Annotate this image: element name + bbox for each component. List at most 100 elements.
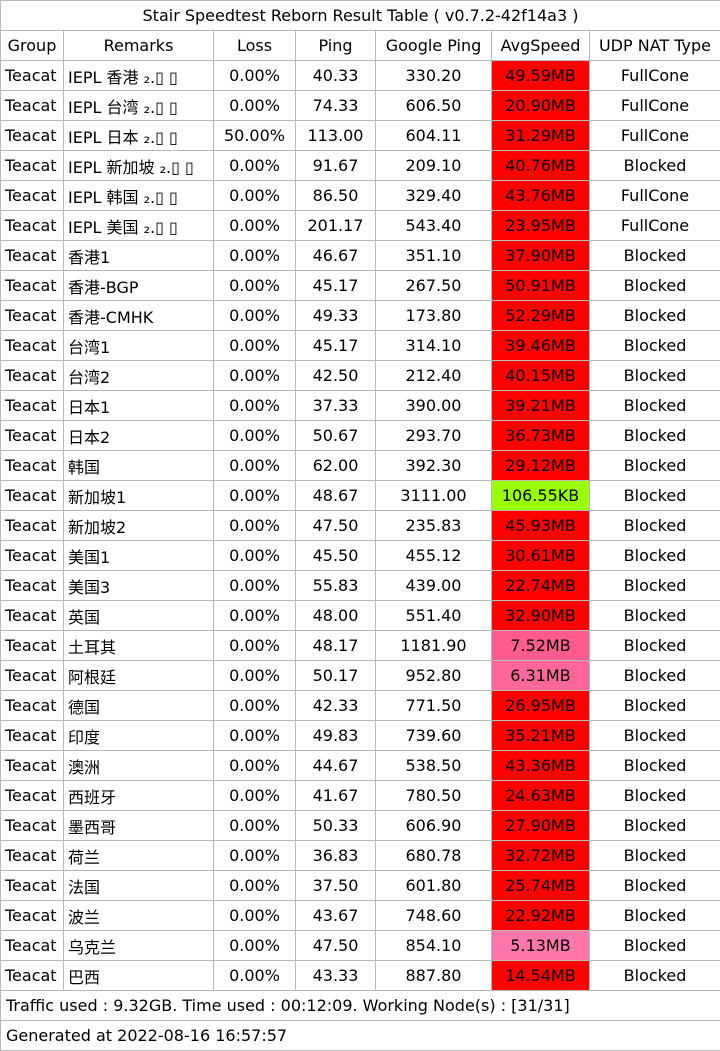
cell-group: Teacat — [1, 151, 64, 181]
cell-udp-nat-type: Blocked — [590, 811, 720, 841]
cell-remarks: 巴西 — [64, 961, 214, 991]
cell-google-ping: 680.78 — [376, 841, 492, 871]
cell-google-ping: 952.80 — [376, 661, 492, 691]
cell-group: Teacat — [1, 871, 64, 901]
cell-ping: 62.00 — [296, 451, 376, 481]
cell-group: Teacat — [1, 961, 64, 991]
cell-group: Teacat — [1, 181, 64, 211]
cell-google-ping: 173.80 — [376, 301, 492, 331]
cell-avg-speed: 5.13MB — [492, 931, 590, 961]
cell-ping: 74.33 — [296, 91, 376, 121]
cell-udp-nat-type: Blocked — [590, 931, 720, 961]
cell-google-ping: 3111.00 — [376, 481, 492, 511]
cell-google-ping: 606.50 — [376, 91, 492, 121]
cell-group: Teacat — [1, 361, 64, 391]
cell-google-ping: 390.00 — [376, 391, 492, 421]
cell-group: Teacat — [1, 601, 64, 631]
cell-loss: 0.00% — [214, 751, 296, 781]
cell-loss: 0.00% — [214, 511, 296, 541]
cell-remarks: IEPL 新加坡 ₂.▯ ▯ — [64, 151, 214, 181]
cell-remarks: 香港1 — [64, 241, 214, 271]
cell-loss: 0.00% — [214, 931, 296, 961]
cell-google-ping: 209.10 — [376, 151, 492, 181]
cell-google-ping: 293.70 — [376, 421, 492, 451]
cell-group: Teacat — [1, 781, 64, 811]
cell-remarks: 乌克兰 — [64, 931, 214, 961]
cell-google-ping: 854.10 — [376, 931, 492, 961]
cell-remarks: 香港-BGP — [64, 271, 214, 301]
cell-ping: 49.33 — [296, 301, 376, 331]
cell-avg-speed: 43.76MB — [492, 181, 590, 211]
cell-google-ping: 392.30 — [376, 451, 492, 481]
cell-ping: 45.17 — [296, 271, 376, 301]
cell-ping: 42.33 — [296, 691, 376, 721]
cell-loss: 0.00% — [214, 61, 296, 91]
cell-remarks: 台湾1 — [64, 331, 214, 361]
cell-google-ping: 748.60 — [376, 901, 492, 931]
cell-ping: 36.83 — [296, 841, 376, 871]
cell-group: Teacat — [1, 661, 64, 691]
cell-udp-nat-type: Blocked — [590, 481, 720, 511]
cell-avg-speed: 32.72MB — [492, 841, 590, 871]
cell-remarks: 日本1 — [64, 391, 214, 421]
cell-avg-speed: 45.93MB — [492, 511, 590, 541]
cell-google-ping: 1181.90 — [376, 631, 492, 661]
cell-group: Teacat — [1, 271, 64, 301]
cell-google-ping: 235.83 — [376, 511, 492, 541]
cell-udp-nat-type: Blocked — [590, 151, 720, 181]
cell-group: Teacat — [1, 241, 64, 271]
cell-avg-speed: 43.36MB — [492, 751, 590, 781]
cell-remarks: IEPL 香港 ₂.▯ ▯ — [64, 61, 214, 91]
cell-ping: 48.00 — [296, 601, 376, 631]
cell-ping: 45.50 — [296, 541, 376, 571]
cell-ping: 49.83 — [296, 721, 376, 751]
cell-avg-speed: 24.63MB — [492, 781, 590, 811]
cell-avg-speed: 106.55KB — [492, 481, 590, 511]
cell-ping: 37.50 — [296, 871, 376, 901]
cell-google-ping: 780.50 — [376, 781, 492, 811]
cell-avg-speed: 36.73MB — [492, 421, 590, 451]
cell-google-ping: 314.10 — [376, 331, 492, 361]
cell-google-ping: 439.00 — [376, 571, 492, 601]
cell-udp-nat-type: Blocked — [590, 391, 720, 421]
cell-google-ping: 887.80 — [376, 961, 492, 991]
cell-remarks: 阿根廷 — [64, 661, 214, 691]
cell-group: Teacat — [1, 421, 64, 451]
cell-udp-nat-type: Blocked — [590, 271, 720, 301]
header-avg-speed: AvgSpeed — [492, 31, 590, 61]
cell-udp-nat-type: Blocked — [590, 901, 720, 931]
cell-group: Teacat — [1, 481, 64, 511]
cell-avg-speed: 30.61MB — [492, 541, 590, 571]
cell-ping: 40.33 — [296, 61, 376, 91]
header-loss: Loss — [214, 31, 296, 61]
cell-udp-nat-type: Blocked — [590, 601, 720, 631]
cell-google-ping: 330.20 — [376, 61, 492, 91]
cell-group: Teacat — [1, 631, 64, 661]
cell-ping: 43.33 — [296, 961, 376, 991]
cell-avg-speed: 31.29MB — [492, 121, 590, 151]
cell-avg-speed: 23.95MB — [492, 211, 590, 241]
cell-avg-speed: 22.74MB — [492, 571, 590, 601]
cell-ping: 47.50 — [296, 511, 376, 541]
cell-udp-nat-type: Blocked — [590, 241, 720, 271]
cell-avg-speed: 6.31MB — [492, 661, 590, 691]
cell-avg-speed: 7.52MB — [492, 631, 590, 661]
cell-loss: 0.00% — [214, 631, 296, 661]
cell-group: Teacat — [1, 841, 64, 871]
cell-google-ping: 212.40 — [376, 361, 492, 391]
cell-ping: 86.50 — [296, 181, 376, 211]
cell-remarks: 新加坡1 — [64, 481, 214, 511]
cell-ping: 47.50 — [296, 931, 376, 961]
cell-udp-nat-type: Blocked — [590, 721, 720, 751]
